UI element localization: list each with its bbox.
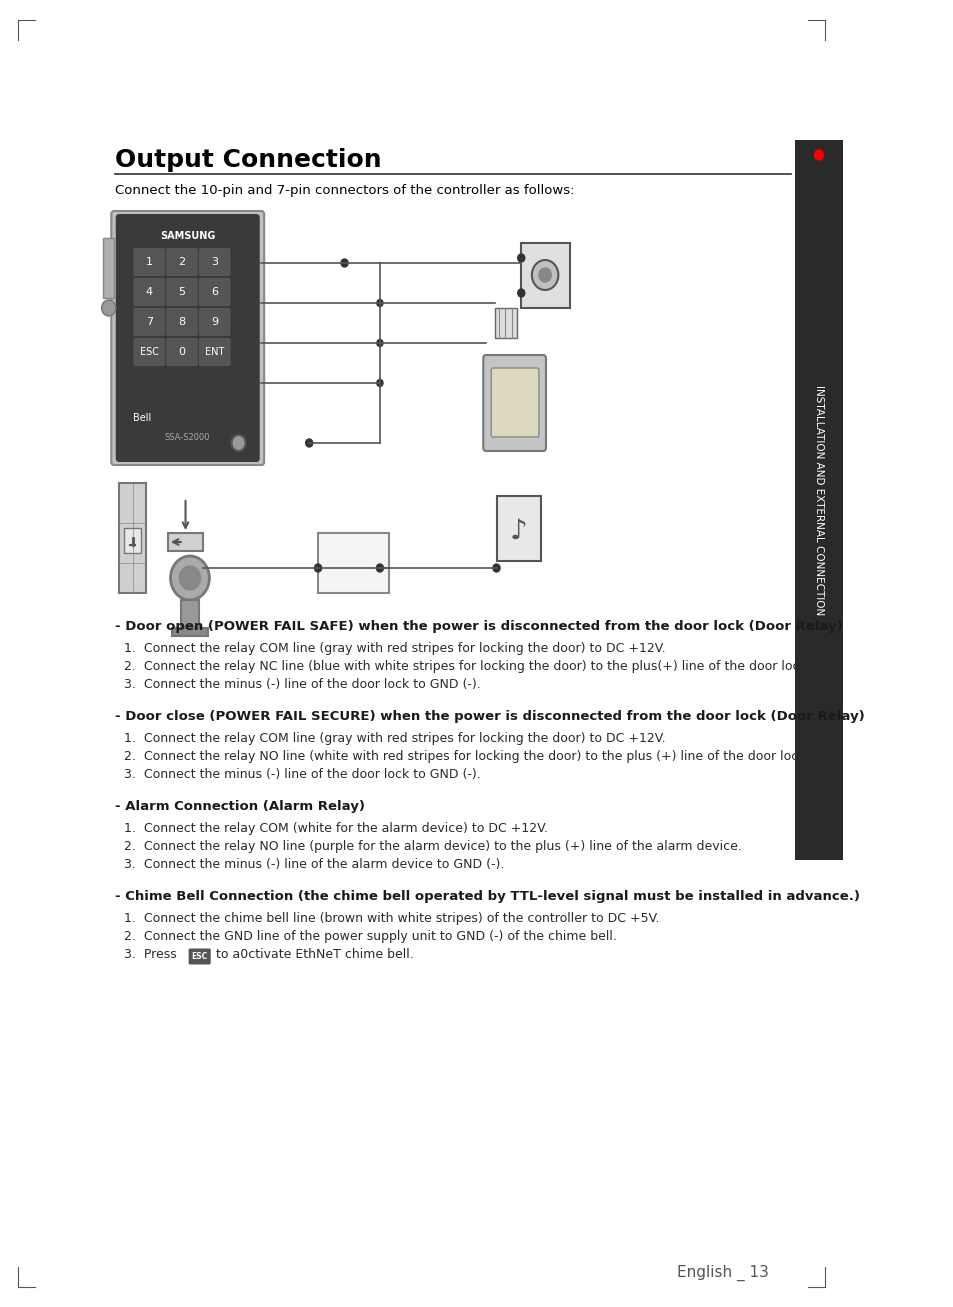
Bar (496, 495, 540, 561)
FancyBboxPatch shape (483, 356, 545, 451)
Circle shape (314, 565, 321, 572)
Text: 2.  Connect the relay NC line (blue with white stripes for locking the door) to : 2. Connect the relay NC line (blue with … (124, 660, 810, 673)
Bar (119, 484, 146, 593)
Circle shape (340, 259, 348, 267)
FancyBboxPatch shape (198, 248, 231, 276)
Circle shape (102, 301, 115, 316)
Text: INSTALLATION AND EXTERNAL CONNECTION: INSTALLATION AND EXTERNAL CONNECTION (813, 384, 823, 616)
Text: SSA-S2000: SSA-S2000 (165, 434, 211, 443)
Bar (168, 533, 203, 552)
Text: - Door close (POWER FAIL SECURE) when the power is disconnected from the door lo: - Door close (POWER FAIL SECURE) when th… (114, 710, 863, 723)
FancyBboxPatch shape (166, 308, 197, 336)
Text: ESC: ESC (192, 951, 208, 961)
Bar (317, 533, 388, 593)
FancyBboxPatch shape (133, 308, 165, 336)
Text: ENT: ENT (205, 346, 224, 357)
Bar (124, 528, 141, 553)
FancyBboxPatch shape (491, 369, 538, 437)
Circle shape (517, 254, 524, 261)
Circle shape (171, 555, 209, 600)
FancyBboxPatch shape (794, 140, 841, 860)
Text: 2.  Connect the GND line of the power supply unit to GND (-) of the chime bell.: 2. Connect the GND line of the power sup… (124, 931, 616, 942)
Text: 8: 8 (178, 318, 186, 327)
Text: SAMSUNG: SAMSUNG (160, 231, 215, 240)
Circle shape (376, 340, 382, 346)
Text: 6: 6 (211, 288, 218, 297)
Text: 5: 5 (178, 288, 185, 297)
Text: 9: 9 (211, 318, 218, 327)
Text: 3: 3 (211, 257, 218, 267)
Text: - Alarm Connection (Alarm Relay): - Alarm Connection (Alarm Relay) (114, 800, 364, 813)
Circle shape (517, 289, 524, 297)
Text: 4: 4 (146, 288, 152, 297)
Text: 1.  Connect the relay COM (white for the alarm device) to DC +12V.: 1. Connect the relay COM (white for the … (124, 822, 547, 835)
Text: ESC: ESC (140, 346, 158, 357)
Text: to a0ctivate EthNeT chime bell.: to a0ctivate EthNeT chime bell. (212, 948, 414, 961)
FancyBboxPatch shape (166, 248, 197, 276)
Circle shape (232, 435, 245, 451)
Text: 2: 2 (178, 257, 186, 267)
Bar (495, 308, 517, 339)
FancyBboxPatch shape (198, 278, 231, 306)
Text: Connect the 10-pin and 7-pin connectors of the controller as follows:: Connect the 10-pin and 7-pin connectors … (114, 184, 574, 197)
Text: - Chime Bell Connection (the chime bell operated by TTL-level signal must be ins: - Chime Bell Connection (the chime bell … (114, 890, 859, 903)
FancyBboxPatch shape (112, 210, 264, 465)
Bar (172, 627, 208, 637)
Circle shape (493, 565, 499, 572)
FancyBboxPatch shape (133, 248, 165, 276)
Circle shape (532, 260, 558, 290)
FancyBboxPatch shape (198, 339, 231, 366)
Text: 2.  Connect the relay NO line (purple for the alarm device) to the plus (+) line: 2. Connect the relay NO line (purple for… (124, 840, 740, 853)
Text: ♪: ♪ (509, 518, 527, 545)
FancyBboxPatch shape (166, 339, 197, 366)
Text: English _ 13: English _ 13 (676, 1265, 768, 1281)
FancyBboxPatch shape (133, 278, 165, 306)
FancyBboxPatch shape (198, 308, 231, 336)
Text: 1.  Connect the chime bell line (brown with white stripes) of the controller to : 1. Connect the chime bell line (brown wi… (124, 912, 659, 925)
Text: 1.  Connect the relay COM line (gray with red stripes for locking the door) to D: 1. Connect the relay COM line (gray with… (124, 732, 664, 745)
Text: - Door open (POWER FAIL SAFE) when the power is disconnected from the door lock : - Door open (POWER FAIL SAFE) when the p… (114, 620, 841, 633)
Text: 1: 1 (146, 257, 152, 267)
Text: 0: 0 (178, 346, 185, 357)
FancyBboxPatch shape (115, 214, 259, 461)
Text: Bell: Bell (132, 413, 151, 423)
Circle shape (538, 268, 551, 282)
Bar (103, 238, 113, 298)
Circle shape (305, 439, 313, 447)
FancyBboxPatch shape (133, 339, 165, 366)
Bar (520, 243, 569, 308)
Text: 7: 7 (146, 318, 152, 327)
Circle shape (376, 299, 382, 307)
Circle shape (376, 565, 383, 572)
Bar (181, 600, 198, 630)
Text: 1.  Connect the relay COM line (gray with red stripes for locking the door) to D: 1. Connect the relay COM line (gray with… (124, 642, 664, 655)
Circle shape (376, 379, 382, 387)
FancyBboxPatch shape (166, 278, 197, 306)
FancyBboxPatch shape (189, 949, 211, 965)
Text: 3.  Connect the minus (-) line of the door lock to GND (-).: 3. Connect the minus (-) line of the doo… (124, 678, 480, 691)
Text: 3.  Connect the minus (-) line of the alarm device to GND (-).: 3. Connect the minus (-) line of the ala… (124, 857, 503, 870)
Text: 3.  Connect the minus (-) line of the door lock to GND (-).: 3. Connect the minus (-) line of the doo… (124, 769, 480, 782)
Text: 3.  Press: 3. Press (124, 948, 180, 961)
Circle shape (179, 566, 200, 589)
Circle shape (814, 150, 822, 159)
Text: Output Connection: Output Connection (114, 148, 381, 173)
Text: 2.  Connect the relay NO line (white with red stripes for locking the door) to t: 2. Connect the relay NO line (white with… (124, 750, 808, 763)
